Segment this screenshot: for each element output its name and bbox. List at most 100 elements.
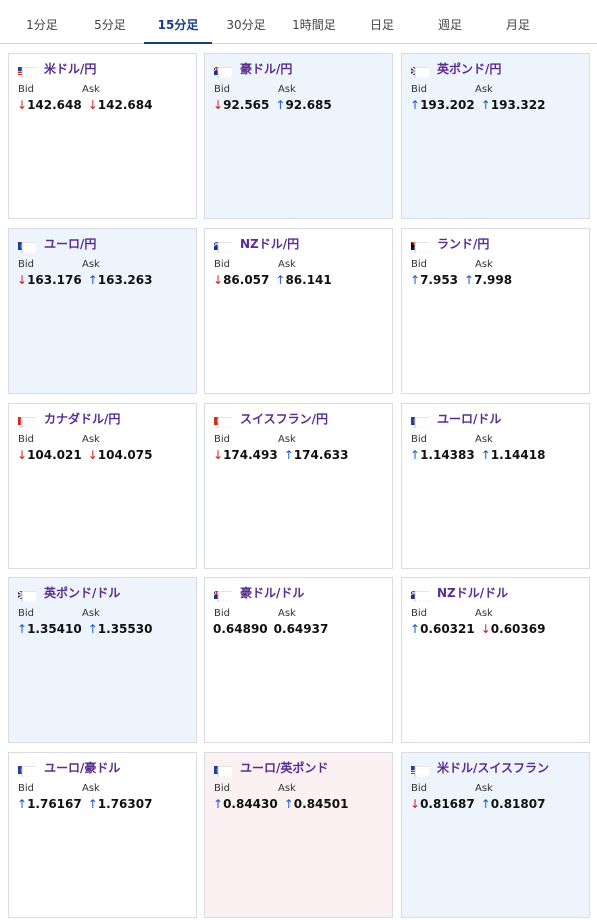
candlestick-chart[interactable]	[21, 825, 197, 915]
currency-flag-icon: 0:302:304:306:30143142.8142.6	[18, 63, 183, 155]
ask-label: Ask	[82, 434, 100, 445]
pair-link[interactable]: 0:302:304:306:300.6040.6030.6020.601 NZド…	[410, 584, 576, 679]
ask-label: Ask	[278, 84, 296, 95]
plot-area	[21, 765, 159, 836]
candlestick-chart[interactable]	[414, 126, 590, 216]
pair-link[interactable]: 0:302:304:306:301.7641.7621.76 ユーロ/豪ドル	[18, 759, 183, 854]
rate-card: 0:302:304:306:30174.8174.7174.6174.5 スイス…	[204, 403, 393, 569]
bid-value: ↓0.81687	[410, 797, 475, 811]
tab-7[interactable]: 月足	[505, 18, 530, 32]
candlestick-chart[interactable]	[414, 825, 590, 915]
bid-label: Bid	[18, 608, 34, 619]
currency-flag-icon: 0:302:304:306:300.8450.84450.8440.8435	[214, 762, 383, 854]
candlestick-chart[interactable]	[217, 126, 393, 216]
tab-3[interactable]: 30分足	[226, 18, 266, 32]
bid-label: Bid	[411, 84, 427, 95]
tab-1[interactable]: 5分足	[94, 18, 126, 32]
candlestick-chart[interactable]	[21, 476, 197, 566]
rate-card: 0:302:304:306:3087.997.987.97 ランド/円 Bid …	[401, 228, 590, 394]
currency-flag-icon: 0:302:304:306:301.3561.3541.352	[17, 587, 183, 679]
up-arrow-icon: ↑	[410, 98, 421, 112]
rate-card: 0:302:304:306:300.650.6490.648 豪ドル/ドル Bi…	[204, 577, 393, 743]
down-arrow-icon: ↓	[213, 448, 224, 462]
tab-4[interactable]: 1時間足	[292, 18, 336, 32]
pair-name: NZドル/円	[240, 236, 300, 251]
up-arrow-icon: ↑	[480, 797, 491, 811]
pair-name: カナダドル/円	[44, 411, 121, 426]
down-arrow-icon: ↓	[480, 622, 491, 636]
rate-card: 0:302:304:306:3092.792.692.592.4 豪ドル/円 B…	[204, 53, 393, 219]
plot-area	[217, 590, 355, 661]
up-arrow-icon: ↑	[480, 448, 491, 462]
pair-link[interactable]: 0:302:304:306:301.3561.3541.352 英ポンド/ドル	[17, 584, 183, 679]
plot-area	[217, 241, 355, 312]
candlestick-chart[interactable]	[414, 650, 590, 740]
ask-label: Ask	[82, 608, 100, 619]
tab-5[interactable]: 日足	[369, 18, 394, 32]
pair-name: ユーロ/円	[44, 236, 97, 251]
ask-value: ↑193.322	[480, 98, 546, 112]
bid-label: Bid	[411, 783, 427, 794]
ask-label: Ask	[82, 259, 100, 270]
up-arrow-icon: ↑	[213, 797, 224, 811]
ask-label: Ask	[278, 608, 296, 619]
bid-value: ↓174.493	[213, 448, 278, 462]
bid-value: ↓92.565	[213, 98, 270, 112]
currency-flag-icon: 0:302:304:306:300.8190.8180.8170.816	[411, 762, 576, 854]
pair-link[interactable]: 0:302:304:306:301.1441.142 ユーロ/ドル	[411, 410, 576, 505]
up-arrow-icon: ↑	[17, 622, 28, 636]
pair-name: NZドル/ドル	[437, 585, 509, 600]
pair-link[interactable]: 0:302:304:306:3087.997.987.97 ランド/円	[411, 235, 571, 330]
candlestick-chart[interactable]	[414, 301, 590, 391]
candlestick-chart[interactable]	[21, 126, 197, 216]
tab-2[interactable]: 15分足	[144, 0, 212, 44]
pair-link[interactable]: 0:302:304:306:300.8450.84450.8440.8435 ユ…	[214, 759, 383, 854]
candlestick-chart[interactable]	[21, 301, 197, 391]
rate-card: 0:302:304:306:300.6040.6030.6020.601 NZド…	[401, 577, 590, 743]
up-arrow-icon: ↑	[464, 273, 475, 287]
pair-name: 豪ドル/円	[240, 61, 293, 76]
bid-value: ↑1.76167	[17, 797, 82, 811]
currency-flag-icon: 0:302:304:306:30104.4104.3104.2104.1	[18, 413, 183, 505]
pair-link[interactable]: 0:302:304:306:30143142.8142.6 米ドル/円	[18, 60, 183, 155]
rate-card: 0:302:304:306:301.3561.3541.352 英ポンド/ドル …	[8, 577, 197, 743]
pair-link[interactable]: 0:302:304:306:3092.792.692.592.4 豪ドル/円	[213, 60, 374, 155]
candlestick-chart[interactable]	[217, 825, 393, 915]
tab-6[interactable]: 週足	[437, 18, 462, 32]
pair-name: ユーロ/ドル	[437, 411, 502, 426]
pair-link[interactable]: 0:302:304:306:300.8190.8180.8170.816 米ドル…	[411, 759, 576, 854]
up-arrow-icon: ↑	[275, 98, 286, 112]
currency-flag-icon: 0:302:304:306:300.6040.6030.6020.601	[410, 587, 576, 679]
up-arrow-icon: ↑	[87, 622, 98, 636]
pair-name: 米ドル/スイスフラン	[437, 760, 550, 775]
candlestick-chart[interactable]	[217, 476, 393, 566]
bid-label: Bid	[214, 259, 230, 270]
ask-value: ↑86.141	[275, 273, 332, 287]
rate-card: 0:302:304:306:30163.4163.3163.2163.1 ユーロ…	[8, 228, 197, 394]
pair-link[interactable]: 0:302:304:306:300.650.6490.648 豪ドル/ドル	[213, 584, 379, 679]
rate-card: 0:302:304:306:3086.28685.8 NZドル/円 Bid As…	[204, 228, 393, 394]
down-arrow-icon: ↓	[17, 273, 28, 287]
pair-link[interactable]: 0:302:304:306:30193.4193.2193 英ポンド/円	[410, 60, 576, 155]
ask-label: Ask	[475, 84, 493, 95]
candlestick-chart[interactable]	[21, 650, 197, 740]
pair-link[interactable]: 0:302:304:306:30163.4163.3163.2163.1 ユーロ…	[18, 235, 183, 330]
currency-flag-icon: 0:302:304:306:30193.4193.2193	[410, 63, 576, 155]
bid-label: Bid	[214, 84, 230, 95]
candlestick-chart[interactable]	[217, 650, 393, 740]
bid-label: Bid	[214, 608, 230, 619]
pair-name: ユーロ/豪ドル	[44, 760, 121, 775]
tab-0[interactable]: 1分足	[26, 18, 58, 32]
candlestick-chart[interactable]	[217, 301, 393, 391]
rate-card: 0:302:304:306:30143142.8142.6 米ドル/円 Bid …	[8, 53, 197, 219]
bid-value: ↓104.021	[17, 448, 82, 462]
pair-link[interactable]: 0:302:304:306:3086.28685.8 NZドル/円	[213, 235, 374, 330]
plot-area	[414, 590, 552, 661]
currency-flag-icon: 0:302:304:306:3086.28685.8	[213, 238, 374, 330]
plot-area	[21, 241, 159, 312]
plot-area	[414, 241, 552, 312]
pair-link[interactable]: 0:302:304:306:30174.8174.7174.6174.5 スイス…	[214, 410, 379, 505]
ask-label: Ask	[475, 259, 493, 270]
pair-link[interactable]: 0:302:304:306:30104.4104.3104.2104.1 カナダ…	[18, 410, 183, 505]
candlestick-chart[interactable]	[414, 476, 590, 566]
